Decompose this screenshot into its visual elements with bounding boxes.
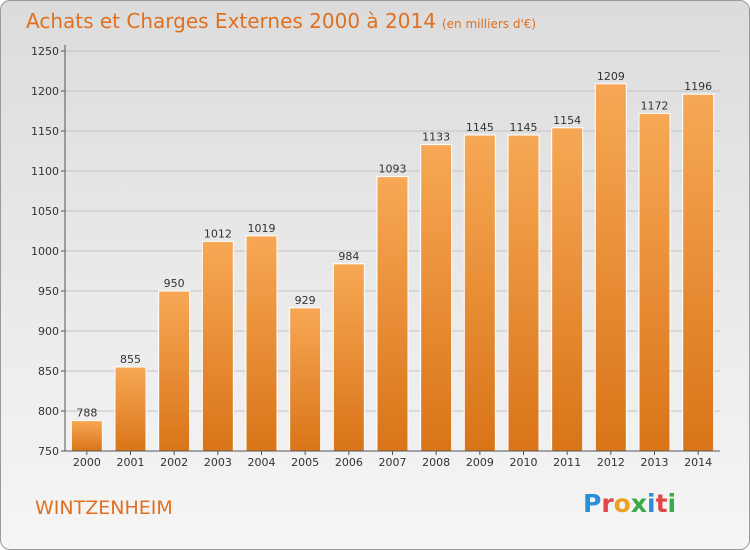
value-label: 1196	[684, 80, 712, 93]
logo-letter: x	[630, 489, 647, 518]
logo-letter: i	[667, 489, 677, 518]
value-label: 1172	[641, 99, 669, 112]
bar-2008	[420, 144, 453, 452]
value-label: 1154	[553, 114, 581, 127]
bar-2007	[376, 176, 409, 452]
bar-2013	[638, 112, 671, 452]
bar-2011	[551, 127, 584, 452]
y-tick-label: 1200	[31, 85, 59, 98]
y-tick-label: 1000	[31, 245, 59, 258]
x-tick-label: 2008	[422, 456, 450, 469]
y-tick-label: 850	[38, 365, 59, 378]
x-tick-label: 2014	[684, 456, 712, 469]
x-tick-label: 2013	[641, 456, 669, 469]
proxiti-logo[interactable]: Proxiti	[583, 489, 676, 518]
x-tick-label: 2012	[597, 456, 625, 469]
x-tick-label: 2009	[466, 456, 494, 469]
bar-2004	[245, 235, 278, 452]
value-label: 1012	[204, 227, 232, 240]
bar-2009	[463, 134, 496, 452]
x-tick-label: 2003	[204, 456, 232, 469]
y-tick-label: 1250	[31, 45, 59, 58]
logo-letter: t	[655, 489, 668, 518]
bar-2012	[594, 83, 627, 452]
value-label: 1145	[510, 121, 538, 134]
logo-letter: o	[613, 489, 631, 518]
value-label: 788	[76, 407, 97, 420]
commune-name: WINTZENHEIM	[35, 497, 173, 519]
value-label: 984	[338, 250, 359, 263]
chart-title: Achats et Charges Externes 2000 à 2014 (e…	[26, 9, 537, 33]
value-label: 950	[164, 277, 185, 290]
bar-2003	[201, 240, 234, 452]
bar-2002	[158, 290, 191, 452]
x-tick-label: 2000	[73, 456, 101, 469]
bar-2014	[682, 93, 715, 452]
bar-2006	[332, 263, 365, 452]
x-tick-label: 2004	[248, 456, 276, 469]
value-label: 855	[120, 353, 141, 366]
x-tick-label: 2005	[291, 456, 319, 469]
x-tick-label: 2001	[117, 456, 145, 469]
x-tick-label: 2010	[510, 456, 538, 469]
x-tick-label: 2011	[553, 456, 581, 469]
y-tick-label: 900	[38, 325, 59, 338]
y-tick-label: 1050	[31, 205, 59, 218]
y-tick-label: 1150	[31, 125, 59, 138]
bar-2010	[507, 134, 540, 452]
logo-letter: i	[647, 489, 656, 518]
bar-2005	[289, 307, 322, 452]
logo-letter: P	[583, 489, 602, 518]
logo-letter: r	[601, 489, 614, 518]
bar-2001	[114, 366, 147, 452]
bar-2000	[70, 420, 103, 452]
value-label: 929	[295, 294, 316, 307]
unit-label: (en milliers d'€)	[441, 17, 537, 31]
y-tick-label: 800	[38, 405, 59, 418]
x-tick-label: 2006	[335, 456, 363, 469]
value-label: 1133	[422, 131, 450, 144]
value-label: 1093	[379, 163, 407, 176]
value-label: 1019	[248, 222, 276, 235]
y-tick-label: 1100	[31, 165, 59, 178]
x-tick-label: 2007	[379, 456, 407, 469]
y-tick-label: 750	[38, 445, 59, 458]
value-label: 1209	[597, 70, 625, 83]
x-tick-label: 2002	[160, 456, 188, 469]
value-label: 1145	[466, 121, 494, 134]
y-tick-label: 950	[38, 285, 59, 298]
